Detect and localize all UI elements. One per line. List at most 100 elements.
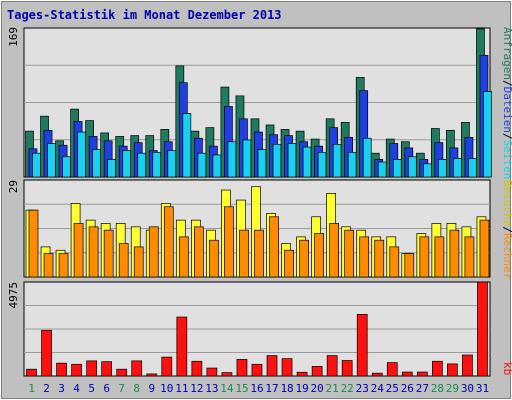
bar-rechner-day-5 xyxy=(88,226,99,278)
bar-seiten-day-26 xyxy=(407,156,417,178)
legend-rechner: Rechner xyxy=(501,233,512,280)
bar-seiten-day-21 xyxy=(332,144,342,178)
bar-kb-day-27 xyxy=(416,371,428,377)
legend-dateien: Dateien xyxy=(501,87,512,133)
mid-legend: Besuche/Rechner xyxy=(501,180,512,280)
bar-seiten-day-5 xyxy=(92,149,101,178)
bar-kb-day-30 xyxy=(462,354,473,377)
bar-seiten-day-22 xyxy=(347,151,357,178)
chart-title: Tages-Statistik im Monat Dezember 2013 xyxy=(7,8,282,22)
bar-rechner-day-21 xyxy=(329,223,339,278)
day-label-18: 18 xyxy=(280,382,293,395)
day-label-25: 25 xyxy=(386,382,399,395)
bar-seiten-day-24 xyxy=(377,161,387,178)
day-label-26: 26 xyxy=(401,382,414,395)
legend-seiten: Seiten xyxy=(501,140,512,180)
bar-kb-day-9 xyxy=(146,373,158,377)
day-label-8: 8 xyxy=(133,382,140,395)
day-label-19: 19 xyxy=(295,382,308,395)
bar-rechner-day-22 xyxy=(344,229,355,278)
day-label-1: 1 xyxy=(28,382,35,395)
bar-rechner-day-24 xyxy=(374,239,385,278)
bar-rechner-day-27 xyxy=(419,236,430,278)
bar-kb-day-16 xyxy=(251,363,263,377)
day-label-30: 30 xyxy=(461,382,474,395)
bar-rechner-day-26 xyxy=(404,253,415,278)
bar-rechner-day-3 xyxy=(58,253,69,278)
bar-rechner-day-28 xyxy=(434,236,445,278)
bar-seiten-day-9 xyxy=(152,151,162,178)
bar-kb-day-24 xyxy=(371,372,383,377)
day-label-28: 28 xyxy=(431,382,444,395)
bar-seiten-day-31 xyxy=(483,91,492,178)
bar-kb-day-12 xyxy=(191,360,203,377)
bar-kb-day-11 xyxy=(176,316,188,377)
day-label-11: 11 xyxy=(175,382,188,395)
bar-seiten-day-4 xyxy=(77,131,86,178)
bar-seiten-day-23 xyxy=(362,137,372,178)
bar-seiten-day-29 xyxy=(453,158,462,178)
bar-rechner-day-13 xyxy=(209,239,219,278)
day-label-29: 29 xyxy=(446,382,459,395)
top-max-label: 169 xyxy=(7,27,20,47)
bar-kb-day-6 xyxy=(101,361,113,377)
day-label-10: 10 xyxy=(160,382,173,395)
bar-kb-day-13 xyxy=(206,367,218,377)
bot-legend: kb xyxy=(501,362,512,375)
bar-rechner-day-7 xyxy=(118,243,129,278)
day-label-22: 22 xyxy=(341,382,354,395)
bar-seiten-day-3 xyxy=(62,156,71,178)
bar-seiten-day-13 xyxy=(212,154,222,178)
bar-rechner-day-8 xyxy=(133,246,144,278)
legend-anfragen: Anfragen xyxy=(501,27,512,80)
day-label-20: 20 xyxy=(311,382,324,395)
bar-kb-day-25 xyxy=(386,362,398,377)
bar-seiten-day-15 xyxy=(242,139,252,178)
bar-rechner-day-31 xyxy=(479,219,490,278)
bar-seiten-day-1 xyxy=(32,152,41,178)
bar-kb-day-23 xyxy=(356,314,368,377)
bar-seiten-day-16 xyxy=(257,149,267,178)
mid-max-label: 29 xyxy=(7,180,20,193)
legend-sep-1: / xyxy=(501,80,512,87)
bar-rechner-day-25 xyxy=(389,246,400,278)
bar-kb-day-17 xyxy=(266,355,278,377)
day-label-16: 16 xyxy=(250,382,263,395)
day-label-24: 24 xyxy=(371,382,385,395)
bottom-panel xyxy=(23,281,491,377)
bar-rechner-day-9 xyxy=(148,226,159,278)
bar-seiten-day-18 xyxy=(287,143,297,178)
day-label-14: 14 xyxy=(220,382,234,395)
bar-kb-day-10 xyxy=(161,356,173,377)
bar-seiten-day-8 xyxy=(137,152,147,178)
bar-rechner-day-11 xyxy=(178,236,189,278)
bar-rechner-day-14 xyxy=(224,206,234,278)
day-label-13: 13 xyxy=(205,382,218,395)
bar-seiten-day-6 xyxy=(107,159,117,178)
bar-seiten-day-17 xyxy=(272,144,282,178)
day-label-6: 6 xyxy=(103,382,110,395)
day-label-21: 21 xyxy=(326,382,339,395)
bar-kb-day-31 xyxy=(477,281,488,377)
legend-besuche: Besuche xyxy=(501,180,512,226)
day-label-2: 2 xyxy=(43,382,50,395)
bar-kb-day-8 xyxy=(131,360,143,377)
bar-rechner-day-17 xyxy=(269,216,279,278)
day-label-7: 7 xyxy=(118,382,125,395)
bar-rechner-day-23 xyxy=(359,236,370,278)
day-label-27: 27 xyxy=(416,382,429,395)
bar-kb-day-7 xyxy=(116,368,128,377)
bar-rechner-day-20 xyxy=(314,233,324,278)
bar-rechner-day-4 xyxy=(73,223,84,278)
bar-rechner-day-1 xyxy=(28,209,39,278)
bar-rechner-day-18 xyxy=(284,249,294,278)
bar-seiten-day-2 xyxy=(47,143,56,178)
day-label-4: 4 xyxy=(73,382,80,395)
bot-max-label: 4975 xyxy=(7,282,20,309)
bar-seiten-day-19 xyxy=(302,146,312,178)
bar-rechner-day-6 xyxy=(103,229,114,278)
bar-rechner-day-16 xyxy=(254,229,264,278)
bar-kb-day-21 xyxy=(326,355,338,377)
